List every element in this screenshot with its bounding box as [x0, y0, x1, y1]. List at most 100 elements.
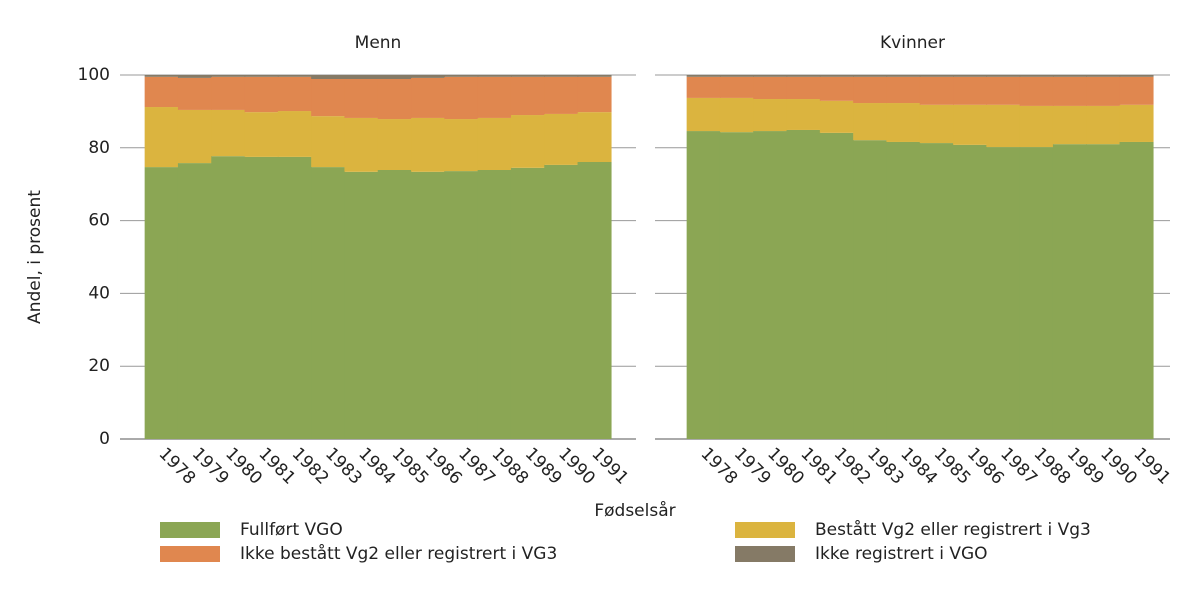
bar-segment	[344, 171, 379, 439]
x-tick-label: 1990	[1096, 444, 1141, 489]
x-tick-label: 1981	[254, 444, 299, 489]
bar-segment	[986, 75, 1021, 77]
bar-segment	[510, 76, 545, 116]
bar-segment	[244, 76, 279, 113]
bar-segment	[277, 156, 312, 439]
bar-segment	[1019, 76, 1054, 106]
bar-segment	[953, 144, 988, 439]
bar-segment	[786, 99, 821, 130]
bar-segment	[311, 75, 346, 80]
bar-segment	[853, 103, 888, 141]
bar-segment	[953, 104, 988, 145]
bar-segment	[1119, 75, 1154, 77]
bar-segment	[1086, 75, 1121, 77]
bar-segment	[444, 171, 479, 439]
bar-segment	[919, 104, 954, 144]
bar-segment	[544, 75, 579, 77]
bar-segment	[753, 131, 788, 439]
bar-segment	[477, 76, 512, 118]
x-tick-label: 1982	[288, 444, 333, 489]
legend-label: Ikke registrert i VGO	[815, 544, 988, 564]
panel-title: Kvinner	[880, 33, 945, 53]
bar-segment	[753, 75, 788, 77]
x-tick-label: 1984	[354, 444, 399, 489]
x-tick-label: 1987	[454, 444, 499, 489]
bar-segment	[277, 75, 312, 77]
bar-segment	[577, 76, 612, 113]
x-tick-label: 1979	[188, 444, 233, 489]
bar-segment	[1052, 105, 1087, 145]
bar-segment	[277, 111, 312, 157]
x-tick-label: 1984	[896, 444, 941, 489]
x-tick-label: 1990	[554, 444, 599, 489]
x-tick-label: 1985	[388, 444, 433, 489]
legend-label: Ikke bestått Vg2 eller registrert i VG3	[240, 543, 557, 564]
bar-segment	[953, 75, 988, 77]
bar-segment	[719, 76, 754, 98]
bar-segment	[986, 76, 1021, 105]
bar-segment	[819, 100, 854, 133]
bar-segment	[686, 76, 721, 98]
bar-segment	[686, 75, 721, 77]
legend-swatch	[735, 546, 795, 562]
bar-segment	[786, 75, 821, 77]
bar-segment	[753, 99, 788, 132]
x-tick-label: 1983	[321, 444, 366, 489]
bar-segment	[919, 143, 954, 439]
bar-segment	[411, 171, 446, 439]
bar-segment	[311, 116, 346, 168]
y-tick-label: 40	[88, 283, 110, 303]
legend-swatch	[160, 522, 220, 538]
bar-segment	[344, 79, 379, 118]
bar-segment	[144, 75, 179, 77]
bar-segment	[510, 115, 545, 168]
bar-segment	[177, 75, 212, 78]
x-tick-label: 1989	[1063, 444, 1108, 489]
bar-segment	[244, 112, 279, 157]
bar-segment	[377, 79, 412, 120]
legend-label: Fullført VGO	[240, 520, 343, 540]
bar-segment	[244, 75, 279, 77]
bar-segment	[477, 75, 512, 77]
bar-segment	[819, 76, 854, 101]
bar-segment	[719, 75, 754, 77]
x-tick-label: 1980	[221, 444, 266, 489]
y-tick-label: 20	[88, 356, 110, 376]
bar-segment	[1052, 75, 1087, 77]
bar-segment	[1019, 105, 1054, 148]
bar-segment	[411, 117, 446, 172]
bar-segment	[986, 147, 1021, 439]
bar-segment	[1052, 76, 1087, 106]
bar-segment	[144, 167, 179, 440]
bar-segment	[886, 141, 921, 439]
bar-segment	[1086, 105, 1121, 145]
bar-segment	[477, 170, 512, 439]
x-tick-label: 1978	[155, 444, 200, 489]
bar-segment	[311, 79, 346, 117]
bar-segment	[544, 164, 579, 439]
bar-segment	[786, 129, 821, 440]
legend-swatch	[735, 522, 795, 538]
bar-segment	[853, 75, 888, 77]
x-tick-label: 1988	[1030, 444, 1075, 489]
bar-segment	[544, 113, 579, 165]
bar-segment	[411, 75, 446, 78]
bar-segment	[786, 76, 821, 100]
bar-segment	[919, 76, 954, 105]
x-tick-label: 1978	[697, 444, 742, 489]
bar-segment	[986, 104, 1021, 148]
bar-segment	[277, 76, 312, 112]
bar-segment	[211, 76, 246, 110]
bar-segment	[211, 109, 246, 157]
legend-label: Bestått Vg2 eller registrert i Vg3	[815, 519, 1091, 540]
bar-segment	[377, 119, 412, 171]
bar-segment	[886, 75, 921, 77]
y-tick-label: 0	[99, 429, 110, 449]
x-tick-label: 1983	[863, 444, 908, 489]
bar-segment	[177, 109, 212, 164]
bar-segment	[886, 103, 921, 142]
bar-segment	[1019, 75, 1054, 77]
bar-segment	[344, 117, 379, 172]
panel-title: Menn	[355, 33, 402, 53]
bar-segment	[1019, 147, 1054, 439]
